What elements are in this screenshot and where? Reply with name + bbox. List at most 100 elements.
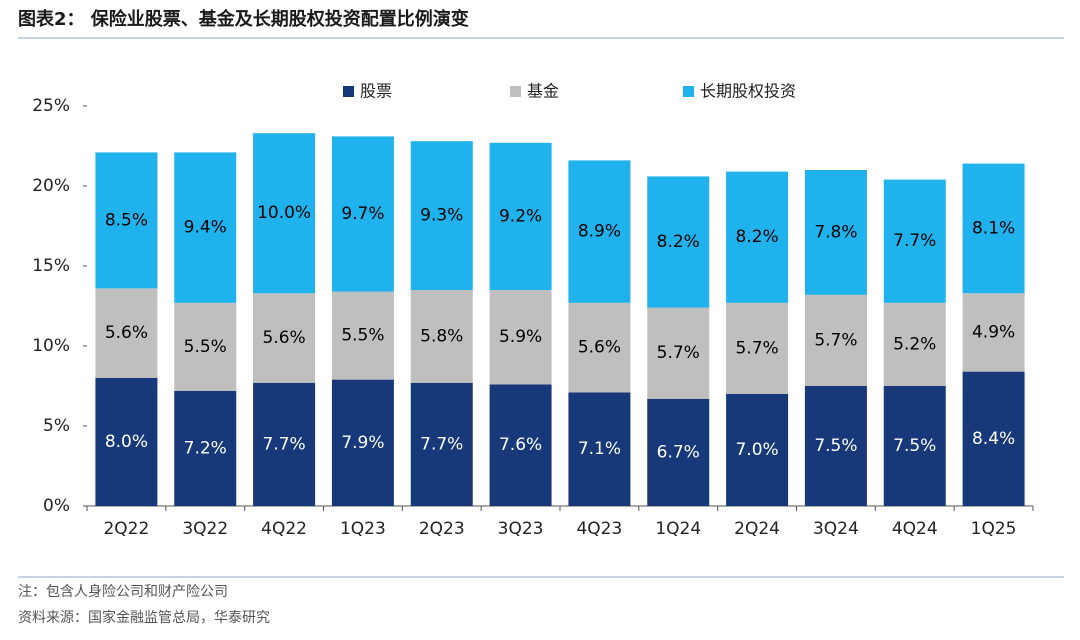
value-label: 9.4% [184, 218, 227, 238]
bar-segment [331, 379, 394, 506]
value-label: 6.7% [657, 442, 700, 462]
source: 资料来源：国家金融监管总局，华泰研究 [18, 609, 270, 626]
x-tick-label: 2Q22 [103, 519, 149, 539]
bar-segment [883, 386, 946, 506]
bar-segment [174, 152, 237, 303]
x-tick-label: 3Q22 [182, 519, 228, 539]
bar-segment [331, 291, 394, 380]
x-tick-label: 4Q22 [261, 519, 307, 539]
x-tick-label: 3Q24 [813, 519, 859, 539]
bar-segment [883, 179, 946, 303]
x-tick-label: 4Q24 [892, 519, 938, 539]
y-tick-label: 0% [43, 496, 70, 516]
bar-segment [962, 293, 1025, 372]
bar-segment [410, 141, 473, 290]
value-label: 7.7% [420, 434, 463, 454]
bar-segment [489, 142, 552, 290]
value-label: 7.5% [893, 436, 936, 456]
bar-segment [253, 382, 316, 506]
bar-segment [883, 302, 946, 386]
bar-segment [489, 290, 552, 385]
value-label: 7.7% [262, 434, 305, 454]
bar-segment [726, 394, 789, 506]
x-tick-label: 4Q23 [576, 519, 622, 539]
value-label: 8.0% [105, 432, 148, 452]
legend-swatch [683, 86, 694, 97]
bar-segment [726, 302, 789, 394]
bar-segment [174, 390, 237, 506]
value-label: 7.2% [184, 438, 227, 458]
value-label: 8.2% [735, 227, 778, 247]
note: 注：包含人身险公司和财产险公司 [18, 584, 228, 600]
x-tick-label: 1Q24 [655, 519, 701, 539]
value-label: 5.5% [341, 326, 384, 346]
value-label: 8.9% [578, 222, 621, 242]
legend-swatch [343, 86, 354, 97]
bar-segment [804, 386, 867, 506]
y-tick-label: 10% [32, 336, 70, 356]
bar-segment [647, 307, 710, 399]
bar-segment [253, 133, 316, 294]
y-tick-label: 25% [32, 96, 70, 116]
bar-segment [568, 302, 631, 393]
value-label: 9.2% [499, 206, 542, 226]
x-tick-label: 3Q23 [498, 519, 544, 539]
bar-segment [410, 382, 473, 506]
value-label: 10.0% [257, 203, 311, 223]
value-label: 5.7% [814, 330, 857, 350]
value-label: 7.8% [814, 222, 857, 242]
bar-segment [174, 302, 237, 391]
value-label: 8.5% [105, 210, 148, 230]
bar-segment [568, 160, 631, 303]
bar-segment [647, 176, 710, 308]
bar-segment [804, 170, 867, 295]
x-tick-label: 2Q23 [419, 519, 465, 539]
value-label: 5.5% [184, 337, 227, 357]
legend-swatch [510, 86, 521, 97]
value-label: 7.6% [499, 435, 542, 455]
value-label: 7.0% [735, 440, 778, 460]
value-label: 5.6% [105, 323, 148, 343]
chart-title: 图表2： 保险业股票、基金及长期股权投资配置比例演变 [18, 8, 469, 30]
y-tick-label: 15% [32, 256, 70, 276]
legend-label: 长期股权投资 [700, 82, 796, 101]
bar-segment [410, 290, 473, 383]
bar-segment [726, 171, 789, 303]
x-tick-label: 2Q24 [734, 519, 780, 539]
value-label: 5.6% [578, 338, 621, 358]
bar-segment [962, 371, 1025, 506]
bar-segment [962, 163, 1025, 294]
value-label: 9.7% [341, 204, 384, 224]
value-label: 8.1% [972, 218, 1015, 238]
value-label: 5.9% [499, 327, 542, 347]
bar-segment [95, 288, 158, 378]
bar-segment [804, 294, 867, 386]
value-label: 4.9% [972, 322, 1015, 342]
y-tick-label: 5% [43, 416, 70, 436]
bar-segment [568, 392, 631, 506]
bar-segment [95, 378, 158, 506]
value-label: 7.1% [578, 439, 621, 459]
value-label: 8.2% [657, 232, 700, 252]
value-label: 5.7% [735, 338, 778, 358]
legend-label: 基金 [527, 82, 559, 101]
value-label: 7.7% [893, 231, 936, 251]
value-label: 7.9% [341, 433, 384, 453]
value-label: 7.5% [814, 436, 857, 456]
bar-segment [647, 398, 710, 506]
value-label: 8.4% [972, 429, 1015, 449]
x-tick-label: 1Q25 [971, 519, 1017, 539]
y-tick-label: 20% [32, 176, 70, 196]
value-label: 9.3% [420, 206, 463, 226]
x-tick-label: 1Q23 [340, 519, 386, 539]
value-label: 5.7% [657, 343, 700, 363]
value-label: 5.2% [893, 334, 936, 354]
value-label: 5.8% [420, 326, 463, 346]
bar-segment [253, 293, 316, 383]
bar-segment [331, 136, 394, 292]
bar-segment [489, 384, 552, 506]
bar-segment [95, 152, 158, 289]
legend-label: 股票 [360, 82, 392, 101]
